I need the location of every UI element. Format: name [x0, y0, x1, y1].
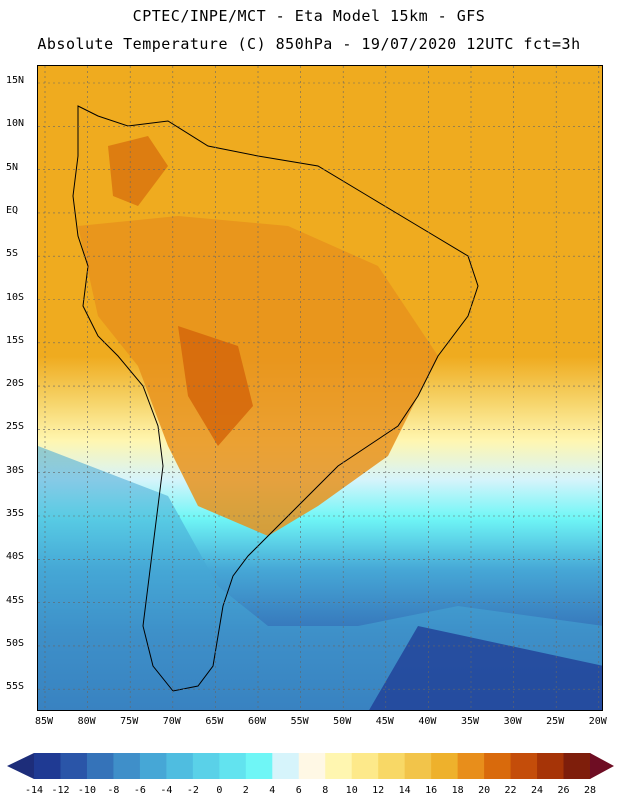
colorbar-swatch — [537, 753, 565, 779]
lat-tick-label: 15N — [6, 75, 25, 86]
colorbar-swatch — [139, 753, 167, 779]
lat-tick-label: 20S — [6, 378, 25, 390]
lat-tick-label: 10N — [6, 118, 25, 130]
colorbar-swatch — [166, 753, 194, 779]
lon-tick-label: 80W — [77, 716, 96, 727]
colorbar-swatch — [378, 753, 406, 779]
colorbar-tick-label: 0 — [216, 785, 223, 796]
colorbar-swatch — [404, 753, 432, 779]
colorbar-tick-label: 14 — [398, 785, 411, 796]
temperature-map — [37, 65, 603, 711]
colorbar-tick-label: 28 — [583, 785, 597, 796]
coastline — [72, 105, 479, 692]
lon-tick-label: 30W — [503, 716, 522, 727]
lat-tick-label: 15S — [6, 334, 25, 346]
lon-tick-label: 85W — [34, 716, 54, 727]
colorbar-tick-label: -4 — [160, 785, 173, 796]
colorbar-tick-label: 12 — [372, 785, 385, 796]
lat-tick-label: 40S — [6, 551, 25, 563]
lon-tick-label: 70W — [162, 716, 181, 727]
colorbar-swatch — [113, 753, 141, 779]
chart-subtitle: Absolute Temperature (C) 850hPa - 19/07/… — [37, 35, 581, 53]
colorbar-tick-label: -8 — [107, 785, 120, 796]
colorbar-tick-label: -10 — [77, 785, 96, 796]
lon-tick-label: 25W — [546, 716, 565, 727]
lon-tick-label: 75W — [120, 716, 139, 727]
colorbar-tick-label: -2 — [186, 785, 199, 796]
colorbar-tick-label: -6 — [133, 785, 146, 796]
lon-tick-label: 35W — [460, 716, 480, 727]
lat-lon-grid — [38, 66, 602, 710]
colorbar-swatch — [484, 753, 512, 779]
colorbar-tick-label: 10 — [345, 785, 358, 796]
colorbar-tick-label: 8 — [322, 785, 329, 796]
colorbar-tick-label: 4 — [269, 785, 276, 796]
lat-tick-label: 55S — [6, 681, 25, 693]
colorbar-tick-label: 22 — [504, 785, 517, 796]
colorbar-swatch — [431, 753, 459, 779]
lon-tick-label: 60W — [247, 716, 267, 727]
colorbar-swatch — [325, 753, 353, 779]
lat-tick-label: 5S — [6, 248, 19, 260]
colorbar — [7, 753, 614, 779]
colorbar-tick-label: 26 — [557, 785, 570, 796]
colorbar-swatch — [60, 753, 88, 779]
lat-tick-label: 5N — [6, 161, 19, 173]
lat-tick-label: 50S — [6, 637, 25, 649]
colorbar-tick-label: -14 — [24, 785, 44, 796]
colorbar-swatch — [563, 753, 591, 779]
colorbar-right-arrow — [590, 753, 614, 779]
lat-tick-label: 10S — [6, 291, 25, 303]
colorbar-tick-label: 2 — [242, 785, 249, 796]
colorbar-swatch — [219, 753, 247, 779]
lat-tick-label: 30S — [6, 464, 25, 476]
colorbar-tick-label: 16 — [425, 785, 438, 796]
colorbar-tick-label: 24 — [531, 785, 544, 796]
colorbar-swatch — [510, 753, 538, 779]
lat-tick-label: 45S — [6, 594, 25, 606]
colorbar-tick-label: -12 — [51, 785, 70, 796]
colorbar-swatch — [86, 753, 114, 779]
lon-tick-label: 65W — [205, 716, 224, 727]
lat-tick-label: 25S — [6, 421, 25, 433]
colorbar-left-arrow — [7, 753, 34, 779]
lon-tick-label: 50W — [333, 716, 352, 727]
colorbar-tick-label: 18 — [451, 785, 464, 796]
colorbar-swatch — [192, 753, 220, 779]
colorbar-tick-label: 20 — [478, 785, 491, 796]
north-hot-region — [108, 136, 168, 206]
colorbar-swatch — [351, 753, 379, 779]
colorbar-swatch — [272, 753, 300, 779]
lon-tick-label: 20W — [588, 716, 607, 727]
lon-tick-label: 40W — [418, 716, 437, 727]
colorbar-swatch — [298, 753, 326, 779]
lat-tick-label: 35S — [6, 508, 25, 519]
lon-tick-label: 55W — [290, 716, 309, 727]
colorbar-swatch — [34, 753, 61, 779]
map-canvas — [38, 66, 602, 710]
colorbar-swatch — [457, 753, 485, 779]
lat-tick-label: EQ — [6, 204, 19, 216]
lon-tick-label: 45W — [375, 716, 394, 727]
colorbar-tick-label: 6 — [295, 785, 302, 796]
colorbar-swatch — [245, 753, 273, 779]
chart-title: CPTEC/INPE/MCT - Eta Model 15km - GFS — [132, 7, 486, 25]
